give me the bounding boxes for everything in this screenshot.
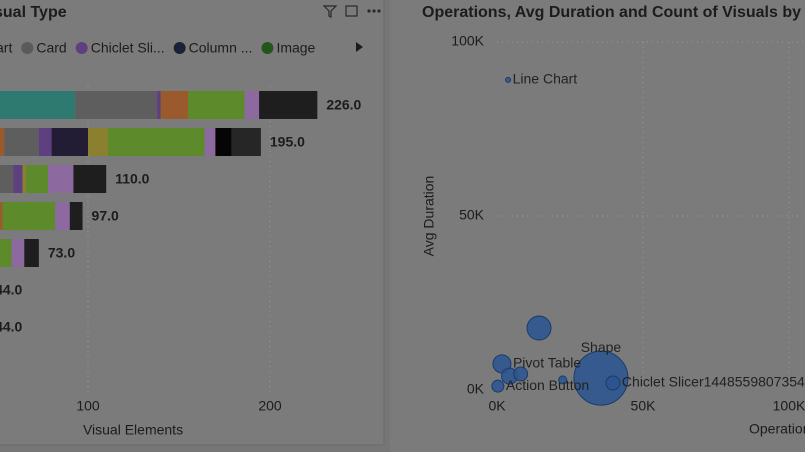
bar-segment (157, 91, 161, 119)
data-label: 44.0 (0, 319, 23, 335)
point-label: Pivot Table (513, 355, 581, 371)
bar-segment (0, 239, 12, 267)
more-icon[interactable] (367, 9, 381, 13)
y-axis-title: Avg Duration (421, 176, 437, 257)
bar-segment (88, 128, 109, 156)
bar-segment (4, 128, 39, 156)
legend-label: Card (36, 40, 66, 56)
bar-segment (26, 165, 48, 193)
bubble (558, 375, 568, 385)
bar-segment (2, 202, 56, 230)
x-tick-label: 100K (773, 398, 805, 414)
x-tick-label: 0K (488, 398, 506, 414)
bar-segment (0, 165, 14, 193)
bar-segment (160, 91, 189, 119)
legend-label: Image (276, 40, 315, 56)
bar-segment (0, 202, 3, 230)
data-label: 195.0 (270, 134, 305, 150)
bar-segment (22, 165, 27, 193)
data-label: 44.0 (0, 282, 23, 298)
chart-title: Operations, Avg Duration and Count of Vi… (422, 4, 801, 21)
bar-segment (108, 128, 205, 156)
legend-marker (173, 42, 186, 54)
right-chart: Operations, Avg Duration and Count of Vi… (421, 4, 805, 437)
bar-segment (47, 165, 74, 193)
legend-next[interactable] (356, 42, 363, 52)
legend-marker (21, 42, 34, 54)
legend-marker (75, 42, 88, 54)
bubble (573, 350, 629, 406)
focus-icon[interactable] (345, 5, 358, 17)
data-label: 110.0 (115, 171, 149, 187)
point-label: Chiclet Slicer1448559807354 (622, 374, 805, 390)
bar-segment (11, 239, 25, 267)
point-label: Action Button (506, 377, 589, 393)
point-label: Line Chart (513, 71, 578, 87)
bar-segment (215, 128, 232, 156)
x-tick-label: 50K (631, 398, 657, 414)
bar-segment (0, 91, 76, 119)
chart-title: sual Type (0, 4, 67, 21)
bubble (513, 366, 529, 382)
left-chart: sual Type Visual Elements 100 200 art Card C… (0, 4, 381, 438)
bar-segment (75, 91, 158, 119)
x-tick-label: 100 (76, 398, 100, 414)
bubble (505, 76, 512, 83)
bar-segment (69, 202, 83, 230)
bar-segment (0, 128, 5, 156)
bar-segment (24, 239, 39, 267)
bar-segment (38, 128, 52, 156)
data-label: 97.0 (92, 208, 119, 224)
bubble (605, 375, 621, 391)
legend-label: Column ... (189, 40, 253, 56)
legend-marker (261, 42, 274, 54)
legend-label: art (0, 40, 12, 56)
bar-segment (244, 91, 260, 119)
bar-segment (231, 128, 261, 156)
filter-icon[interactable] (322, 5, 338, 18)
x-tick-label: 200 (258, 398, 282, 414)
y-tick-label: 0K (467, 381, 485, 397)
point-label: Shape (581, 339, 622, 355)
bar-segment (204, 128, 216, 156)
bar-segment (55, 202, 70, 230)
x-axis-title: Visual Elements (83, 422, 183, 438)
data-label: 226.0 (326, 97, 361, 113)
x-axis-title: Operation (749, 421, 805, 437)
bar-segment (73, 165, 107, 193)
data-label: 73.0 (48, 245, 75, 261)
y-tick-label: 50K (459, 207, 485, 223)
toolbar (322, 5, 381, 18)
bubble (526, 315, 552, 341)
bar-segment (13, 165, 23, 193)
y-tick-label: 100K (451, 33, 484, 49)
bar-segment (188, 91, 245, 119)
legend-label: Chiclet Sli... (91, 40, 165, 56)
bubble (491, 379, 505, 393)
bar-segment (51, 128, 88, 156)
bar-segment (259, 91, 318, 119)
